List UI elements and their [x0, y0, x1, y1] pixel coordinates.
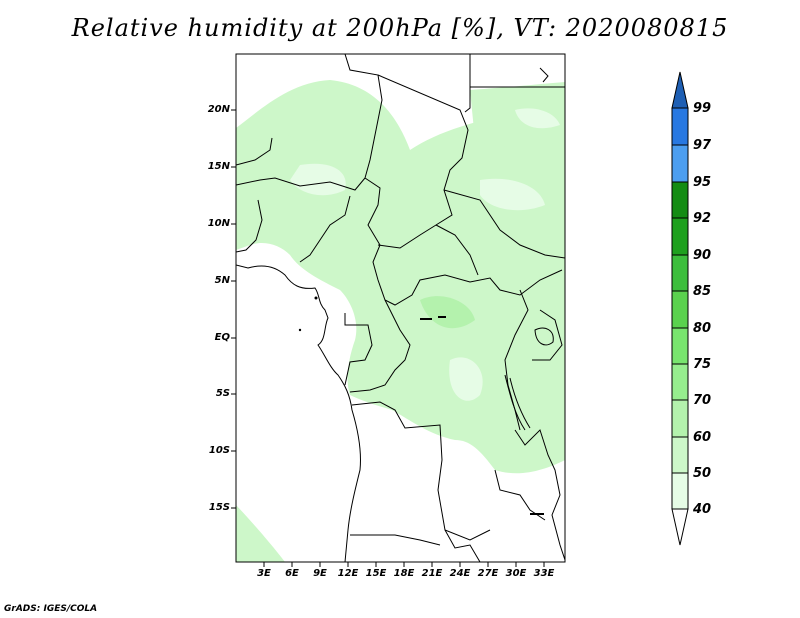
lon-label: 30E	[505, 568, 527, 579]
lat-label: 10S	[208, 445, 230, 456]
colorbar-label: 80	[693, 321, 712, 336]
border-18	[514, 429, 565, 561]
colorbar-label: 70	[693, 393, 712, 408]
lon-label: 15E	[365, 568, 387, 579]
map-title: Relative humidity at 200hPa [%], VT: 202…	[71, 14, 729, 42]
lat-label: 5S	[215, 388, 230, 399]
border-2	[364, 177, 563, 306]
humidity-field-north	[262, 87, 354, 141]
lat-label: 15S	[208, 502, 230, 513]
lon-label: 18E	[393, 568, 415, 579]
border-12	[349, 299, 411, 393]
lat-label: EQ	[214, 332, 230, 343]
lat-label: 15N	[207, 161, 230, 172]
axis-ticks	[231, 109, 545, 567]
colorbar-label: 95	[693, 175, 712, 190]
lon-label: 3E	[257, 568, 271, 579]
colorbar-top-arrow	[671, 71, 689, 109]
border-9	[236, 177, 366, 191]
border-10	[299, 195, 351, 263]
border-13	[344, 313, 373, 386]
lake-victoria	[534, 327, 554, 346]
border-coast-east	[539, 67, 549, 83]
border-17	[532, 309, 563, 361]
lon-label: 33E	[533, 568, 555, 579]
credit-text: GrADS: IGES/COLA	[4, 604, 98, 614]
border-7	[435, 224, 479, 276]
border-15	[350, 534, 441, 546]
lon-label: 21E	[421, 568, 443, 579]
colorbar-label: 40	[693, 502, 712, 517]
colorbar-bottom-arrow	[671, 508, 689, 546]
lon-label: 27E	[477, 568, 499, 579]
border-1	[344, 54, 383, 179]
lon-label: 6E	[285, 568, 299, 579]
border-14	[351, 401, 491, 541]
colorbar-label: 99	[693, 101, 712, 116]
lon-label: 24E	[449, 568, 471, 579]
colorbar-label: 97	[693, 138, 712, 153]
colorbar-label: 50	[693, 466, 712, 481]
lake-tanganyika	[504, 374, 531, 431]
border-8	[236, 137, 273, 166]
colorbar-label: 85	[693, 284, 712, 299]
border-20	[444, 529, 481, 562]
colorbar-label: 90	[693, 248, 712, 263]
lon-label: 9E	[313, 568, 327, 579]
border-11	[236, 199, 263, 253]
colorbar	[671, 71, 689, 546]
humidity-field-southwest	[236, 505, 285, 562]
lat-label: 20N	[207, 104, 230, 115]
coastline-west-africa	[236, 264, 361, 562]
border-4	[464, 54, 471, 113]
border-6	[443, 189, 565, 259]
lat-label: 10N	[207, 218, 230, 229]
colorbar-label: 60	[693, 430, 712, 445]
map-frame	[235, 53, 566, 563]
colorbar-label: 75	[693, 357, 712, 372]
lon-label: 12E	[337, 568, 359, 579]
colorbar-label: 92	[693, 211, 712, 226]
lat-label: 5N	[214, 275, 230, 286]
